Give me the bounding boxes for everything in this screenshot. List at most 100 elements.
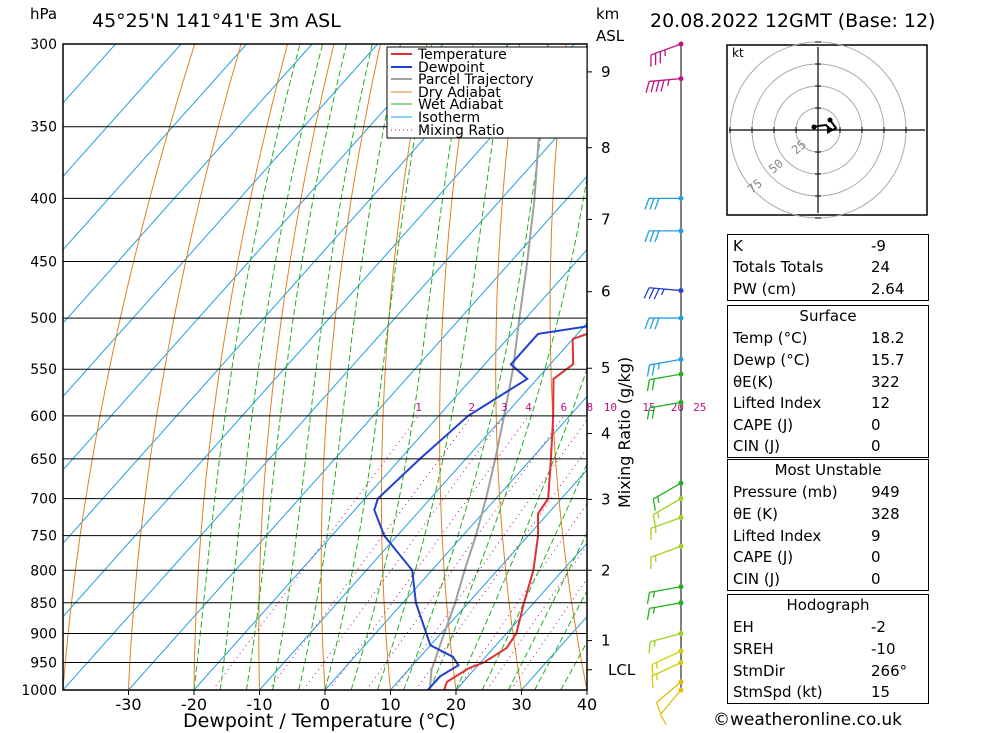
x-axis-label: Dewpoint / Temperature (°C) xyxy=(183,710,456,732)
surface-row: Temp (°C) 18.2 xyxy=(733,329,905,348)
wind-barb xyxy=(648,630,684,654)
legend: Temperature Dewpoint Parcel Trajectory D… xyxy=(386,46,588,139)
hodo-row: EH -2 xyxy=(733,618,886,637)
pressure-tick-label: 900 xyxy=(30,626,57,642)
surface-row: θE(K) 322 xyxy=(733,372,900,391)
mixing-ratio-line xyxy=(456,502,587,690)
temp-tick-label: 20 xyxy=(446,695,466,714)
wind-barb xyxy=(650,514,684,541)
mixing-ratio-line xyxy=(303,415,505,690)
isotherm-line xyxy=(63,44,313,324)
pressure-tick-label: 300 xyxy=(30,37,57,53)
wind-barb xyxy=(652,480,684,511)
pressure-tick-label: 1000 xyxy=(21,683,57,699)
legend-parcel: Parcel Trajectory xyxy=(418,72,534,88)
mixing-ratio-label: 1 xyxy=(415,401,422,414)
wet-adiabat-line xyxy=(219,44,324,690)
pressure-tick-label: 400 xyxy=(30,191,57,207)
mu-row: CAPE (J) 0 xyxy=(733,548,881,567)
wind-barb xyxy=(651,648,684,677)
isotherm-line xyxy=(259,322,587,690)
dry-adiabat-line xyxy=(63,44,196,690)
temp-tick-label: 40 xyxy=(577,695,597,714)
temp-tick-label: 10 xyxy=(380,695,400,714)
mixing-ratio-label: 8 xyxy=(586,401,593,414)
y-axis-right-label: Mixing Ratio (g/kg) xyxy=(615,357,634,508)
hodograph-point xyxy=(827,117,833,123)
mu-row: Pressure (mb) 949 xyxy=(733,483,900,502)
isotherm-line xyxy=(193,248,587,690)
wet-adiabat-line xyxy=(272,44,373,690)
wet-adiabat-line xyxy=(507,531,587,690)
hodo-row: StmSpd (kt) 15 xyxy=(733,683,891,702)
wet-adiabat-line xyxy=(350,44,468,690)
wind-barb xyxy=(646,371,684,392)
wind-barb xyxy=(652,496,684,527)
isotherm-line xyxy=(63,44,182,178)
hodograph-point xyxy=(811,124,817,130)
wind-barb xyxy=(643,287,684,300)
isotherm-line xyxy=(324,395,587,690)
wet-adiabat-line xyxy=(481,462,587,690)
index-row-k: K -9 xyxy=(733,236,886,255)
mixing-ratio-line xyxy=(393,418,587,690)
temperature-line xyxy=(443,332,587,690)
pressure-tick-label: 550 xyxy=(30,362,57,378)
wind-barb xyxy=(645,76,684,93)
wind-barb xyxy=(646,399,684,420)
temp-tick-label: 0 xyxy=(320,695,330,714)
hpa-label: hPa xyxy=(30,5,57,23)
isotherm-line xyxy=(455,542,587,690)
wind-barb xyxy=(646,584,684,604)
legend-dewpoint: Dewpoint xyxy=(418,60,485,76)
legend-isotherm: Isotherm xyxy=(418,110,480,126)
height-tick-label: 9 xyxy=(601,63,611,81)
wind-barb xyxy=(646,600,684,620)
isotherm-line xyxy=(63,44,509,544)
dry-adiabat-line xyxy=(439,44,474,690)
mixing-ratio-label: 25 xyxy=(693,401,706,414)
hodo-row: StmDir 266° xyxy=(733,661,908,680)
isotherm-line xyxy=(63,44,247,251)
dry-adiabat-line xyxy=(495,44,522,690)
location-label: 45°25'N 141°41'E 3m ASL xyxy=(92,10,341,32)
isotherm-line xyxy=(63,44,116,104)
mixing-ratio-line xyxy=(486,544,587,690)
isotherm-line xyxy=(63,44,444,471)
index-row-pw: PW (cm) 2.64 xyxy=(733,279,905,298)
wet-adiabat-line xyxy=(376,44,508,690)
dry-adiabat-line xyxy=(937,44,1000,690)
height-tick-label: 5 xyxy=(601,359,611,377)
mixing-ratio-label: 6 xyxy=(561,401,568,414)
pressure-tick-label: 650 xyxy=(30,452,57,468)
isotherm-line xyxy=(390,469,587,690)
pressure-tick-label: 950 xyxy=(30,655,57,671)
dry-adiabat-line xyxy=(258,44,335,690)
indices-table: K -9 Totals Totals 24 PW (cm) 2.64 xyxy=(727,234,929,301)
wind-barb xyxy=(651,659,684,688)
height-tick-label: 4 xyxy=(601,425,611,443)
surface-row: Lifted Index 12 xyxy=(733,394,891,413)
temp-tick-label: -20 xyxy=(181,695,207,714)
surface-row: CIN (J) 0 xyxy=(733,437,881,456)
km-label: km xyxy=(596,5,619,23)
mixing-ratio-label: 3 xyxy=(501,401,508,414)
credit-link[interactable]: ©weatheronline.co.uk xyxy=(713,710,903,730)
surface-title: Surface xyxy=(799,307,857,325)
wind-barb xyxy=(646,356,684,377)
hodo-row: SREH -10 xyxy=(733,639,896,658)
wet-adiabat-line xyxy=(193,44,301,690)
height-tick-label: 1 xyxy=(601,632,611,650)
dry-adiabat-line xyxy=(984,44,1000,690)
wet-adiabat-line xyxy=(403,44,555,690)
mixing-ratio-line xyxy=(415,447,587,690)
dry-adiabat-line xyxy=(380,44,428,690)
wet-adiabat-line xyxy=(429,175,587,690)
mixing-ratio-label: 4 xyxy=(525,401,532,414)
surface-row: Dewp (°C) 15.7 xyxy=(733,350,905,369)
height-tick-label: 2 xyxy=(601,561,611,579)
asl-label: ASL xyxy=(596,27,625,45)
legend-dry-adiabat: Dry Adiabat xyxy=(418,85,501,101)
hodograph-table: Hodograph EH -2 SREH -10 StmDir 266° StmSpd… xyxy=(727,594,929,704)
